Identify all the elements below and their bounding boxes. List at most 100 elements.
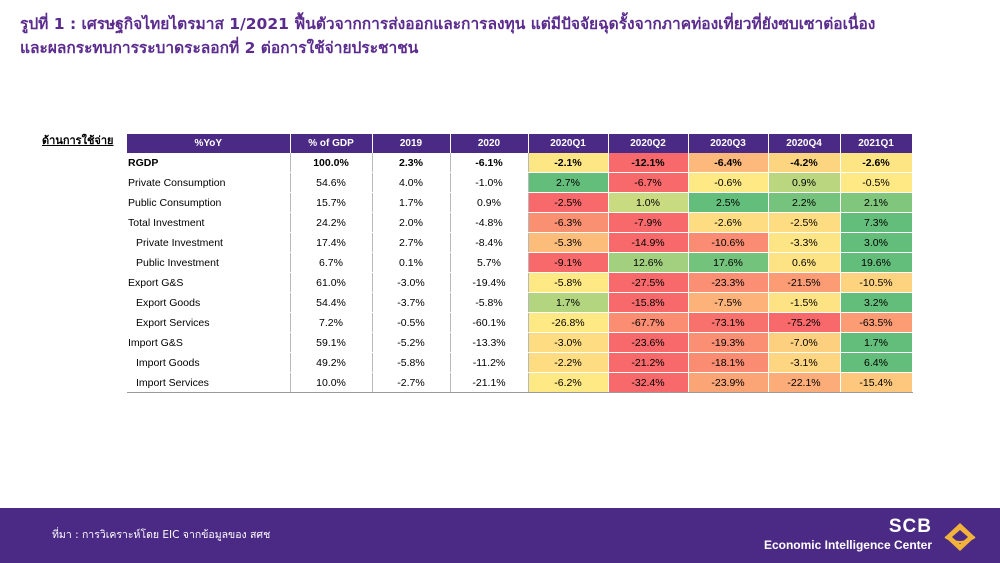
quarter-cell: -73.1% [688, 312, 769, 333]
page-title-line-2: และผลกระทบการระบาดระลอกที่ 2 ต่อการใช้จ่… [20, 39, 419, 57]
year-2019-cell: -5.8% [372, 352, 451, 373]
quarter-cell: -6.3% [528, 212, 609, 233]
quarter-cell: 0.9% [768, 172, 841, 193]
gdp-share-cell: 15.7% [290, 192, 373, 213]
year-2020-cell: -60.1% [450, 312, 529, 333]
quarter-cell: -14.9% [608, 232, 689, 253]
quarter-cell: -7.5% [688, 292, 769, 313]
table-row: Private Consumption 54.6% 4.0% -1.0% 2.7% -6.… [127, 172, 913, 193]
table-row: Total Investment 24.2% 2.0% -4.8% -6.3% -7.9%… [127, 212, 913, 233]
quarter-cell: -63.5% [840, 312, 913, 333]
quarter-cell: 19.6% [840, 252, 913, 273]
table-row: Import G&S 59.1% -5.2% -13.3% -3.0% -23.6% -19… [127, 332, 913, 353]
scb-roof-logo-icon [944, 523, 976, 551]
quarter-cell: -6.7% [608, 172, 689, 193]
quarter-cell: 2.2% [768, 192, 841, 213]
quarter-cell: 2.5% [688, 192, 769, 213]
quarter-cell: -22.1% [768, 372, 841, 393]
gdp-share-cell: 54.4% [290, 292, 373, 313]
year-2019-cell: 4.0% [372, 172, 451, 193]
quarter-cell: -5.3% [528, 232, 609, 253]
quarter-cell: -0.5% [840, 172, 913, 193]
header-cell: % of GDP [290, 134, 373, 153]
gdp-share-cell: 24.2% [290, 212, 373, 233]
quarter-cell: -0.6% [688, 172, 769, 193]
year-2019-cell: -5.2% [372, 332, 451, 353]
quarter-cell: 7.3% [840, 212, 913, 233]
gdp-share-cell: 10.0% [290, 372, 373, 393]
quarter-cell: 1.0% [608, 192, 689, 213]
row-label: Export Goods [127, 292, 291, 313]
year-2020-cell: -4.8% [450, 212, 529, 233]
quarter-cell: -23.3% [688, 272, 769, 293]
expenditure-side-label: ด้านการใช้จ่าย [42, 134, 114, 147]
quarter-cell: -7.0% [768, 332, 841, 353]
gdp-share-cell: 59.1% [290, 332, 373, 353]
year-2020-cell: -13.3% [450, 332, 529, 353]
table-row: Import Services 10.0% -2.7% -21.1% -6.2% -32.… [127, 372, 913, 393]
quarter-cell: 2.1% [840, 192, 913, 213]
row-label: Public Investment [127, 252, 291, 273]
header-cell: 2020Q4 [768, 134, 841, 153]
year-2020-cell: -5.8% [450, 292, 529, 313]
row-label: Private Investment [127, 232, 291, 253]
header-cell: %YoY [127, 134, 291, 153]
quarter-cell: -2.6% [688, 212, 769, 233]
quarter-cell: -2.1% [528, 153, 609, 173]
year-2020-cell: -19.4% [450, 272, 529, 293]
header-cell: 2020 [450, 134, 529, 153]
year-2019-cell: -2.7% [372, 372, 451, 393]
quarter-cell: 3.0% [840, 232, 913, 253]
gdp-share-cell: 17.4% [290, 232, 373, 253]
gdp-share-cell: 54.6% [290, 172, 373, 193]
gdp-expenditure-table: %YoY % of GDP 2019 2020 2020Q1 2020Q2 20… [127, 134, 913, 393]
quarter-cell: -4.2% [768, 153, 841, 173]
quarter-cell: -5.8% [528, 272, 609, 293]
brand-subtitle: Economic Intelligence Center [763, 538, 932, 552]
table-row: Export G&S 61.0% -3.0% -19.4% -5.8% -27.5% -23… [127, 272, 913, 293]
quarter-cell: 17.6% [688, 252, 769, 273]
quarter-cell: -3.1% [768, 352, 841, 373]
year-2019-cell: 0.1% [372, 252, 451, 273]
quarter-cell: -75.2% [768, 312, 841, 333]
gdp-share-cell: 100.0% [290, 153, 373, 173]
quarter-cell: -23.6% [608, 332, 689, 353]
year-2019-cell: 1.7% [372, 192, 451, 213]
quarter-cell: -2.2% [528, 352, 609, 373]
gdp-share-cell: 49.2% [290, 352, 373, 373]
table-row: RGDP 100.0% 2.3% -6.1% -2.1% -12.1% -6.4% -4.2%… [127, 153, 913, 173]
row-label: Export Services [127, 312, 291, 333]
row-label: Import Services [127, 372, 291, 393]
table-row: Import Goods 49.2% -5.8% -11.2% -2.2% -21.2% -… [127, 352, 913, 373]
header-cell: 2020Q2 [608, 134, 689, 153]
quarter-cell: 3.2% [840, 292, 913, 313]
header-cell: 2019 [372, 134, 451, 153]
gdp-share-cell: 6.7% [290, 252, 373, 273]
quarter-cell: -6.4% [688, 153, 769, 173]
year-2020-cell: -21.1% [450, 372, 529, 393]
quarter-cell: -10.5% [840, 272, 913, 293]
header-cell: 2020Q3 [688, 134, 769, 153]
row-label: Private Consumption [127, 172, 291, 193]
row-label: Total Investment [127, 212, 291, 233]
quarter-cell: 1.7% [528, 292, 609, 313]
page-title: รูปที่ 1 : เศรษฐกิจไทยไตรมาส 1/2021 ฟื้น… [20, 12, 980, 60]
row-label: Import G&S [127, 332, 291, 353]
quarter-cell: -2.5% [768, 212, 841, 233]
quarter-cell: -26.8% [528, 312, 609, 333]
quarter-cell: -19.3% [688, 332, 769, 353]
quarter-cell: -6.2% [528, 372, 609, 393]
quarter-cell: 0.6% [768, 252, 841, 273]
quarter-cell: -7.9% [608, 212, 689, 233]
quarter-cell: -12.1% [608, 153, 689, 173]
quarter-cell: -21.5% [768, 272, 841, 293]
quarter-cell: -15.4% [840, 372, 913, 393]
year-2020-cell: -1.0% [450, 172, 529, 193]
year-2019-cell: -3.0% [372, 272, 451, 293]
gdp-share-cell: 7.2% [290, 312, 373, 333]
row-label: Import Goods [127, 352, 291, 373]
table-row: Export Goods 54.4% -3.7% -5.8% 1.7% -15.8% -7.… [127, 292, 913, 313]
quarter-cell: -2.6% [840, 153, 913, 173]
header-cell: 2021Q1 [840, 134, 913, 153]
quarter-cell: 12.6% [608, 252, 689, 273]
